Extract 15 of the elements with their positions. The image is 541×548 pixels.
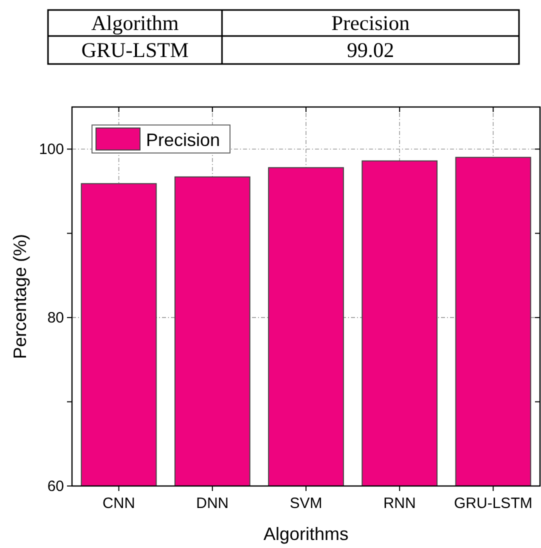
x-tick-label: CNN	[102, 495, 136, 512]
x-tick-label: DNN	[196, 495, 229, 512]
text: GRU-LSTM	[81, 38, 189, 62]
y-tick-label: 80	[47, 310, 64, 327]
text: Algorithm	[91, 11, 179, 35]
text: Precision	[331, 11, 410, 35]
y-tick-label: 100	[38, 141, 64, 158]
x-tick-label: RNN	[383, 495, 416, 512]
x-tick-label: SVM	[290, 495, 322, 512]
legend-label: Precision	[146, 130, 220, 150]
y-axis-title: Percentage (%)	[10, 234, 30, 360]
x-tick-label: GRU-LSTM	[454, 495, 532, 512]
x-axis-title: Algorithms	[263, 524, 349, 544]
y-tick-label: 60	[47, 478, 64, 495]
text: 99.02	[346, 38, 394, 62]
